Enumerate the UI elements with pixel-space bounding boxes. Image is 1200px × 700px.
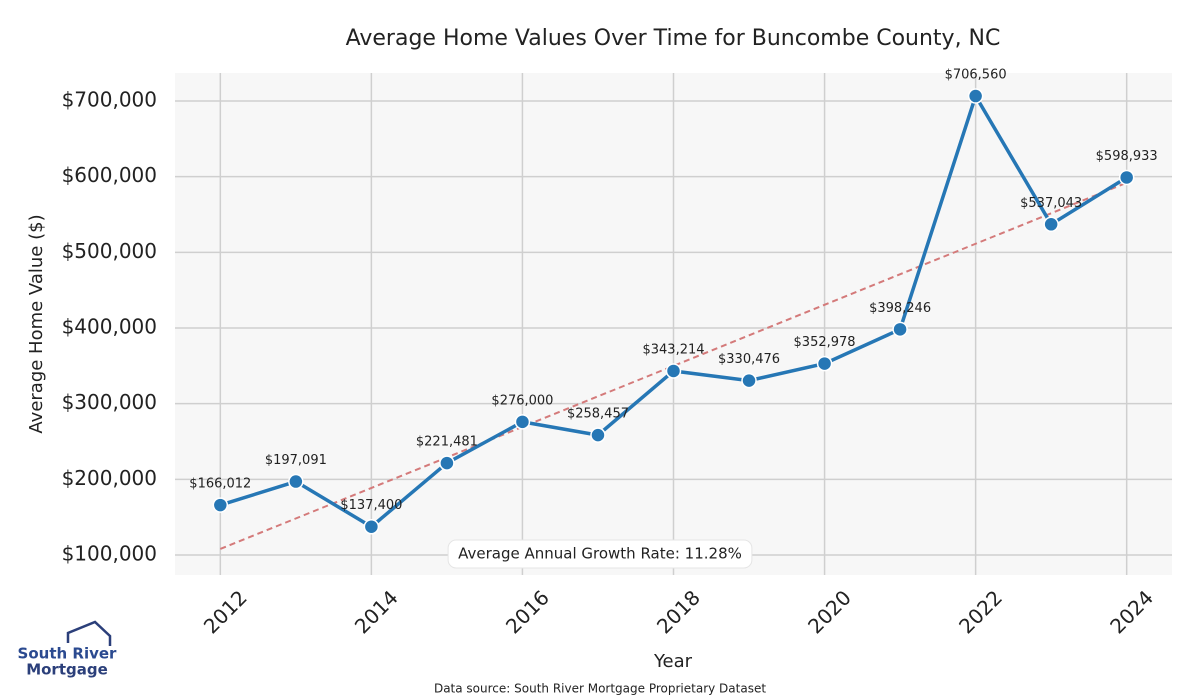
data-label: $330,476	[718, 352, 780, 367]
data-point	[1118, 169, 1135, 186]
data-point	[892, 321, 908, 338]
data-label: $706,560	[945, 68, 1007, 83]
x-tick-label: 2022	[954, 585, 1007, 638]
y-tick-label: $200,000	[62, 466, 157, 490]
logo-text: South River	[18, 645, 118, 663]
data-label: $398,246	[869, 301, 931, 316]
x-tick-label: 2012	[199, 585, 252, 638]
x-axis-label: Year	[653, 651, 693, 672]
data-label: $197,091	[265, 453, 327, 468]
annotation: Average Annual Growth Rate: 11.28%	[458, 545, 742, 563]
logo-text: Mortgage	[26, 661, 108, 679]
data-label: $258,457	[567, 407, 629, 422]
y-tick-label: $500,000	[62, 239, 157, 263]
x-tick-label: 2014	[350, 585, 403, 638]
chart-title: Average Home Values Over Time for Buncom…	[346, 26, 1001, 51]
logo-house	[66, 620, 112, 646]
data-point	[514, 414, 531, 430]
data-point	[288, 473, 304, 490]
data-label: $276,000	[491, 393, 553, 408]
data-point	[439, 455, 455, 471]
y-tick-label: $100,000	[62, 542, 157, 566]
x-tick-label: 2024	[1105, 585, 1158, 638]
y-tick-label: $300,000	[62, 390, 157, 414]
logo: South River Mortgage	[18, 620, 118, 679]
data-label: $137,400	[340, 498, 402, 513]
trend-line	[219, 181, 1128, 550]
data-label: $537,043	[1020, 196, 1082, 211]
y-tick-label: $600,000	[62, 163, 157, 187]
data-point	[741, 372, 757, 389]
x-tick-label: 2018	[652, 585, 705, 638]
x-tick-label: 2020	[803, 585, 856, 638]
x-tick-label: 2016	[501, 585, 554, 638]
y-tick-label: $700,000	[62, 87, 157, 111]
data-label: $343,214	[642, 342, 704, 357]
data-label: $166,012	[189, 477, 251, 492]
data-point	[816, 355, 833, 372]
data-label: $352,978	[794, 335, 856, 350]
data-point	[1043, 216, 1059, 233]
data-point	[967, 88, 984, 104]
source-note: Data source: South River Mortgage Propri…	[434, 682, 766, 696]
y-tick-label: $400,000	[62, 315, 157, 339]
data-point	[212, 497, 229, 513]
data-point	[363, 518, 380, 535]
data-point	[590, 427, 606, 443]
data-label: $598,933	[1096, 149, 1158, 164]
annotation-box	[447, 539, 753, 569]
data-point	[665, 363, 682, 379]
y-axis-label: Average Home Value ($)	[26, 214, 47, 433]
data-label: $221,481	[416, 435, 478, 450]
